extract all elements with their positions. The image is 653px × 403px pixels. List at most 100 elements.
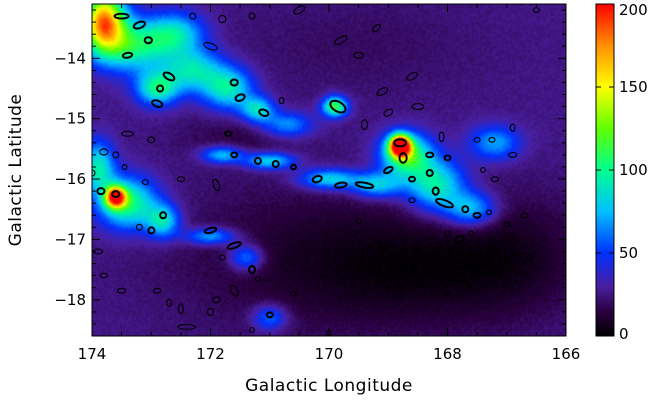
outline-contour-ellipse [212, 296, 221, 304]
outline-contour-ellipse [203, 42, 218, 51]
y-tick-label: −14 [54, 49, 86, 67]
colorbar-tick-label: 100 [619, 161, 648, 179]
source-contour-ellipse [461, 205, 470, 214]
source-contour-ellipse [443, 154, 452, 162]
x-tick-label: 170 [315, 345, 344, 363]
outline-contour-ellipse [99, 148, 109, 156]
outline-contour-ellipse [249, 327, 255, 333]
source-contour-ellipse [435, 198, 454, 209]
outline-contour-ellipse [333, 35, 348, 46]
source-contour-ellipse [111, 190, 121, 199]
source-contour-ellipse [151, 99, 164, 108]
outline-contour-ellipse [486, 209, 492, 216]
outline-contour-ellipse [520, 212, 529, 219]
outline-contour-ellipse [177, 303, 184, 315]
outline-contour-ellipse [99, 272, 108, 279]
colorbar: 0 50 100 150 200 [595, 1, 648, 343]
outline-contour-ellipse [378, 241, 387, 250]
source-contour-ellipse [453, 234, 465, 244]
outline-contour-ellipse [473, 136, 481, 143]
source-contour-ellipse [329, 99, 347, 114]
x-tick-label: 168 [433, 345, 462, 363]
source-contour-ellipse [121, 51, 134, 59]
outline-contour-ellipse [406, 71, 418, 81]
outline-contour-ellipse [468, 230, 475, 237]
outline-contour-ellipse [353, 51, 364, 59]
source-contour-ellipse [431, 186, 440, 196]
contour-ellipses [92, 5, 540, 336]
source-contour-ellipse [147, 226, 156, 235]
outline-contour-ellipse [488, 136, 496, 143]
source-contour-ellipse [234, 93, 246, 102]
outline-contour-ellipse [376, 87, 389, 96]
heatmap-image [92, 4, 566, 336]
colorbar-tick-label: 150 [619, 78, 648, 96]
y-tick-label: −18 [54, 291, 86, 309]
outline-contour-ellipse [414, 272, 421, 279]
source-contour-ellipse [226, 241, 242, 250]
source-contour-ellipse [425, 169, 434, 177]
y-tick-label: −15 [54, 110, 86, 128]
outline-contour-ellipse [503, 221, 511, 228]
plot-area: 174 172 170 168 166 −14 −15 −16 −17 −18 [54, 3, 580, 363]
outline-contour-ellipse [92, 169, 96, 177]
source-contour-ellipse [311, 174, 323, 184]
source-contour-ellipse [96, 187, 106, 196]
outline-contour-ellipse [121, 130, 134, 137]
outline-contour-ellipse [141, 179, 149, 186]
source-contour-ellipse [229, 78, 239, 87]
source-contour-ellipse [408, 175, 416, 183]
outline-contour-ellipse [116, 287, 127, 294]
outline-contour-ellipse [254, 275, 261, 282]
outline-contour-ellipse [526, 254, 535, 261]
source-contour-ellipse [258, 108, 270, 117]
outline-contour-ellipse [121, 164, 128, 170]
outline-contour-ellipse [408, 197, 416, 204]
colorbar-ticks: 0 50 100 150 200 [596, 1, 648, 343]
source-contour-ellipse [393, 138, 408, 148]
colorbar-tick-label: 0 [619, 325, 629, 343]
source-contour-ellipse [113, 12, 130, 20]
outline-contour-ellipse [490, 176, 500, 183]
outline-contour-ellipse [135, 223, 143, 231]
x-axis-ticks: 174 172 170 168 166 [78, 4, 580, 363]
source-contour-ellipse [333, 181, 348, 189]
outline-contour-ellipse [218, 14, 227, 24]
source-contour-ellipse [132, 20, 147, 30]
source-contour-ellipse [383, 165, 394, 175]
outline-contour-ellipse [438, 131, 445, 143]
outline-contour-ellipse [166, 298, 172, 307]
source-contour-ellipse [248, 265, 256, 275]
source-contour-ellipse [290, 163, 297, 171]
outline-contour-ellipse [383, 108, 394, 117]
outline-contour-ellipse [444, 290, 451, 297]
outline-contour-ellipse [229, 284, 239, 297]
y-axis-label: Galactic Latitude [6, 94, 26, 247]
source-contour-ellipse [203, 226, 218, 235]
outline-contour-ellipse [480, 167, 486, 173]
outline-contour-ellipse [360, 119, 369, 131]
outline-contour-ellipse [355, 218, 362, 225]
source-contour-ellipse [230, 151, 239, 159]
outline-contour-ellipse [176, 176, 186, 183]
outline-contour-ellipse [177, 323, 197, 330]
outline-contour-ellipse [371, 24, 381, 33]
source-contour-ellipse [156, 84, 165, 93]
outline-contour-ellipse [248, 12, 256, 20]
outline-contour-ellipse [112, 151, 120, 159]
outline-contour-ellipse [411, 103, 425, 111]
outline-contour-ellipse [444, 230, 451, 237]
y-tick-label: −17 [54, 230, 86, 248]
outline-contour-ellipse [293, 5, 306, 15]
x-tick-label: 174 [78, 345, 107, 363]
outline-contour-ellipse [509, 123, 516, 132]
x-tick-label: 172 [196, 345, 225, 363]
outline-contour-ellipse [212, 178, 221, 192]
y-axis-ticks: −14 −15 −16 −17 −18 [54, 9, 566, 337]
colorbar-tick-label: 200 [619, 1, 648, 19]
source-contour-ellipse [159, 211, 168, 220]
source-contour-ellipse [354, 181, 375, 189]
source-contour-ellipse [253, 156, 262, 165]
colorbar-tick-label: 50 [619, 244, 638, 262]
